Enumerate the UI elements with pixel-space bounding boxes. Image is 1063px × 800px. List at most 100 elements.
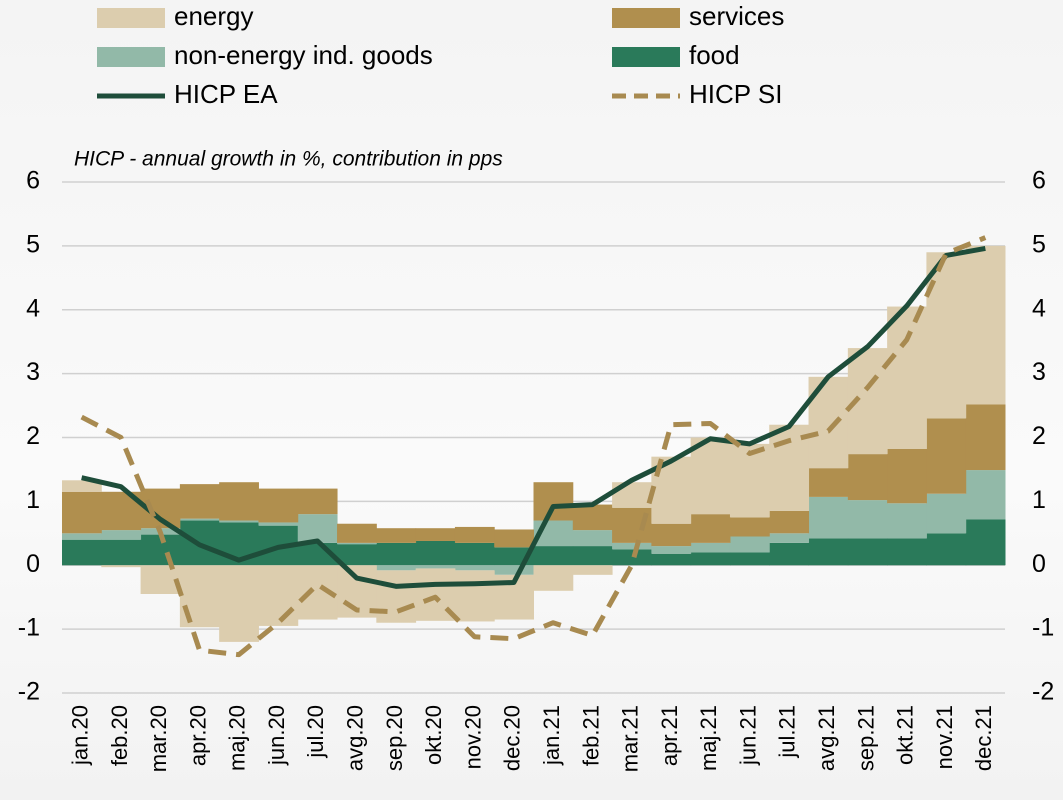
- bar: [454, 542, 495, 566]
- bar: [179, 565, 220, 628]
- x-tick-label: apr.20: [185, 705, 210, 766]
- x-tick-label: sep.21: [853, 705, 878, 771]
- bar: [926, 533, 967, 566]
- x-tick-label: mar.20: [146, 705, 171, 772]
- bar: [926, 252, 967, 419]
- bar: [376, 565, 417, 571]
- y2-tick-label: -1: [1032, 614, 1054, 642]
- bar: [297, 488, 338, 515]
- y2-tick-label: -2: [1032, 678, 1054, 706]
- bar: [572, 504, 613, 531]
- x-tick-label: jun.21: [735, 705, 760, 766]
- bar: [808, 538, 849, 566]
- annotation: HICP - annual growth in %, contribution …: [74, 148, 503, 171]
- x-tick-label: maj.20: [225, 705, 250, 771]
- x-tick-label: okt.20: [421, 705, 446, 765]
- bar: [376, 542, 417, 566]
- x-tick-label: nov.20: [460, 705, 485, 769]
- bar: [965, 245, 1006, 405]
- bar: [219, 482, 259, 521]
- y-tick-label: 4: [26, 294, 40, 322]
- bar: [258, 522, 299, 526]
- bar: [808, 496, 849, 539]
- x-tick-label: jan.20: [67, 705, 92, 766]
- bar: [62, 491, 102, 534]
- bar: [62, 539, 102, 566]
- y2-tick-label: 4: [1032, 294, 1046, 322]
- legend-swatch: [612, 47, 680, 67]
- bar: [965, 519, 1006, 566]
- x-tick-label: sep.20: [382, 705, 407, 771]
- bar: [533, 565, 574, 591]
- bar: [376, 570, 417, 623]
- bar: [337, 544, 377, 566]
- bar: [769, 510, 810, 534]
- bar: [769, 533, 810, 543]
- y2-tick-label: 2: [1032, 422, 1046, 450]
- bar: [101, 539, 142, 566]
- bar: [729, 552, 770, 566]
- bar: [887, 503, 927, 539]
- y2-tick-label: 6: [1032, 167, 1046, 195]
- bar: [690, 437, 731, 515]
- y-tick-label: 0: [26, 550, 40, 578]
- x-tick-label: jul.21: [775, 705, 800, 759]
- legend-label: services: [689, 1, 784, 31]
- x-tick-label: feb.20: [107, 705, 132, 766]
- bar: [337, 523, 377, 543]
- legend-swatch: [612, 8, 680, 28]
- bar: [651, 553, 692, 566]
- x-tick-label: mar.21: [618, 705, 643, 772]
- y-tick-label: 5: [26, 230, 40, 258]
- bar: [572, 530, 613, 547]
- bar: [847, 538, 888, 566]
- bar: [415, 565, 456, 569]
- bar: [612, 542, 652, 550]
- y-tick-label: 3: [26, 358, 40, 386]
- bar: [101, 565, 142, 568]
- y-tick-label: -2: [18, 678, 40, 706]
- bar: [337, 542, 377, 545]
- y2-tick-label: 0: [1032, 550, 1046, 578]
- bar: [926, 418, 967, 494]
- bar: [690, 542, 731, 553]
- legend-label: non-energy ind. goods: [174, 40, 433, 70]
- x-tick-label: dec.21: [971, 705, 996, 771]
- bar: [847, 500, 888, 539]
- bar: [454, 565, 495, 571]
- bar: [612, 549, 652, 566]
- legend-label: HICP SI: [689, 79, 782, 109]
- bar: [179, 518, 220, 521]
- legend-swatch: [97, 8, 165, 28]
- bar: [179, 484, 220, 519]
- legend-label: food: [689, 40, 740, 70]
- bar: [454, 526, 495, 543]
- y-tick-label: 1: [26, 486, 40, 514]
- bar: [651, 546, 692, 554]
- bar: [62, 533, 102, 540]
- bar: [454, 570, 495, 622]
- bar: [494, 565, 534, 575]
- bar: [62, 480, 102, 492]
- x-tick-label: okt.21: [893, 705, 918, 765]
- bar: [729, 443, 770, 518]
- x-tick-label: jun.20: [264, 705, 289, 766]
- y2-tick-label: 3: [1032, 358, 1046, 386]
- legend-swatch: [97, 47, 165, 67]
- x-tick-label: nov.21: [932, 705, 957, 769]
- x-tick-label: dec.20: [500, 705, 525, 771]
- bar: [533, 482, 574, 521]
- bar: [847, 454, 888, 501]
- bar: [533, 546, 574, 566]
- bar: [926, 493, 967, 534]
- bar: [729, 517, 770, 537]
- y-tick-label: -1: [18, 614, 40, 642]
- bar: [258, 565, 299, 626]
- bar: [219, 565, 259, 642]
- legend-label: energy: [174, 1, 254, 31]
- bar: [376, 528, 417, 543]
- bar: [297, 514, 338, 543]
- bar: [258, 488, 299, 523]
- bar: [494, 529, 534, 548]
